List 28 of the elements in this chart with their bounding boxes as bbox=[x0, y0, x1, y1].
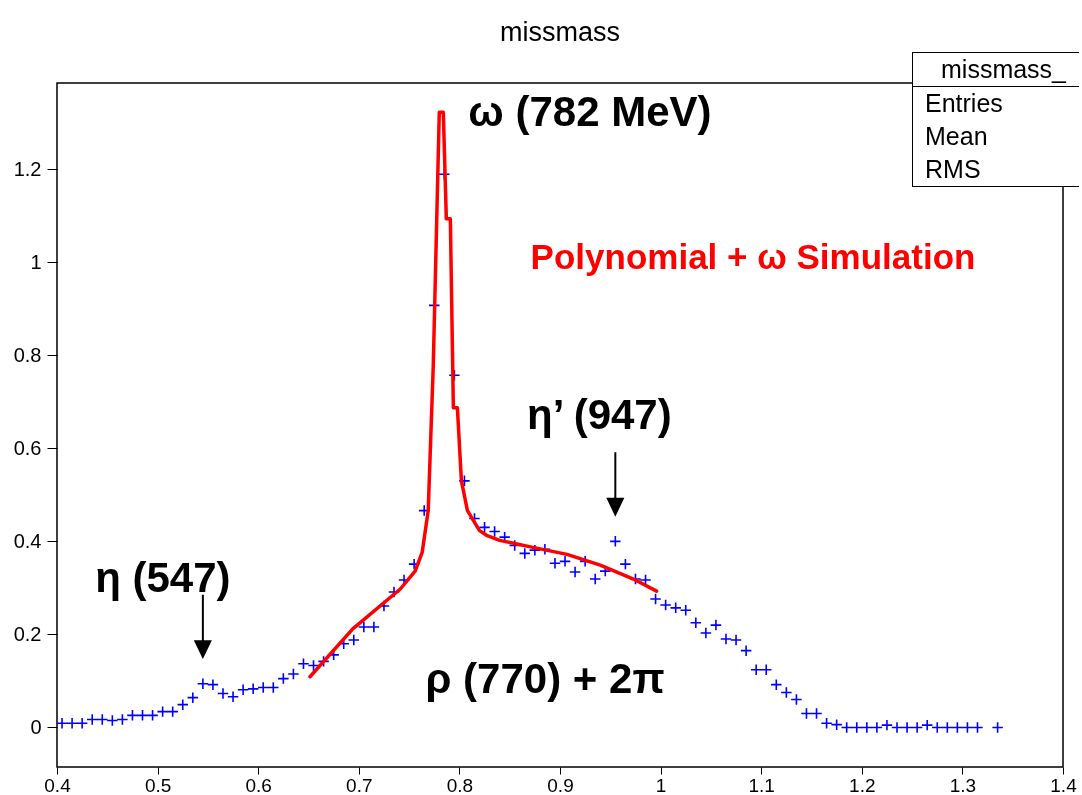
x-tick-label: 0.5 bbox=[144, 774, 172, 795]
y-tick-label: 0.4 bbox=[13, 529, 42, 552]
x-tick-label: 1 bbox=[655, 774, 667, 795]
y-tick-label: 0 bbox=[30, 715, 42, 738]
chart-title: missmass bbox=[500, 17, 620, 47]
x-tick-label: 1.1 bbox=[748, 774, 775, 795]
annotation: Entries bbox=[924, 88, 1004, 119]
text: Polynomial + ω Simulation bbox=[530, 237, 976, 276]
x-tick-label: 0.7 bbox=[346, 774, 373, 795]
annotation: η (547) bbox=[95, 553, 231, 601]
y-tick-label: 0.2 bbox=[13, 622, 42, 645]
x-tick-label: 1.3 bbox=[949, 774, 977, 795]
annotation: Mean bbox=[924, 121, 989, 152]
x-tick-label: 1.4 bbox=[1050, 774, 1078, 795]
x-tick-label: 0.6 bbox=[245, 774, 272, 795]
y-tick-label: 0.6 bbox=[13, 436, 42, 459]
x-tick-label: 1.2 bbox=[849, 774, 876, 795]
x-tick-label: 0.9 bbox=[547, 774, 574, 795]
annotation: RMS bbox=[924, 154, 982, 185]
annotation: ρ (770) + 2π bbox=[425, 655, 665, 702]
text: missmass_ bbox=[913, 53, 1079, 87]
y-tick-label: 1 bbox=[30, 250, 42, 273]
y-tick-label: 0.8 bbox=[13, 343, 42, 366]
annotation: ω (782 MeV) bbox=[468, 88, 712, 136]
x-tick-label: 0.4 bbox=[44, 774, 72, 795]
annotation: η’ (947) bbox=[526, 391, 672, 439]
y-tick-label: 1.2 bbox=[13, 157, 42, 180]
x-tick-label: 0.8 bbox=[446, 774, 474, 795]
